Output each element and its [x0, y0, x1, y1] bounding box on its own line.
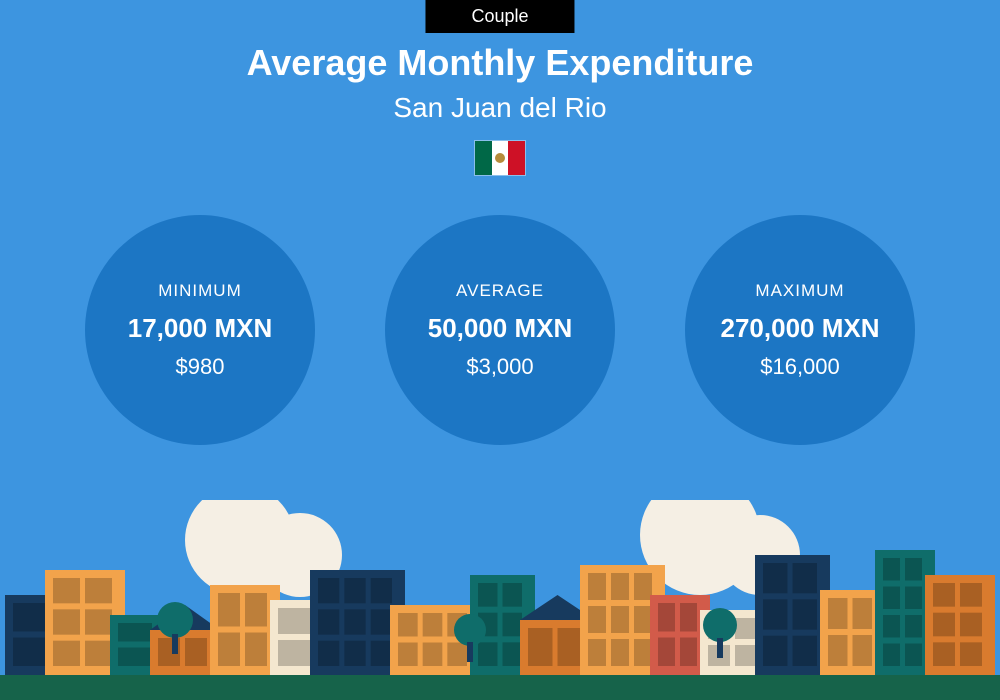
category-tab: Couple [425, 0, 574, 33]
stat-value: 17,000 MXN [128, 313, 273, 344]
stat-value: 270,000 MXN [721, 313, 880, 344]
stat-label: AVERAGE [456, 281, 544, 301]
page-title: Average Monthly Expenditure [0, 42, 1000, 84]
stat-usd: $980 [176, 354, 225, 380]
stat-label: MINIMUM [158, 281, 241, 301]
stat-usd: $3,000 [466, 354, 533, 380]
stat-label: MAXIMUM [755, 281, 844, 301]
stat-maximum: MAXIMUM 270,000 MXN $16,000 [685, 215, 915, 445]
stat-average: AVERAGE 50,000 MXN $3,000 [385, 215, 615, 445]
flag-icon [474, 140, 526, 176]
stat-circles: MINIMUM 17,000 MXN $980 AVERAGE 50,000 M… [0, 215, 1000, 445]
stat-usd: $16,000 [760, 354, 840, 380]
stat-value: 50,000 MXN [428, 313, 573, 344]
infographic-canvas: Couple Average Monthly Expenditure San J… [0, 0, 1000, 700]
stat-minimum: MINIMUM 17,000 MXN $980 [85, 215, 315, 445]
page-subtitle: San Juan del Rio [0, 92, 1000, 124]
cityscape-illustration [0, 500, 1000, 700]
